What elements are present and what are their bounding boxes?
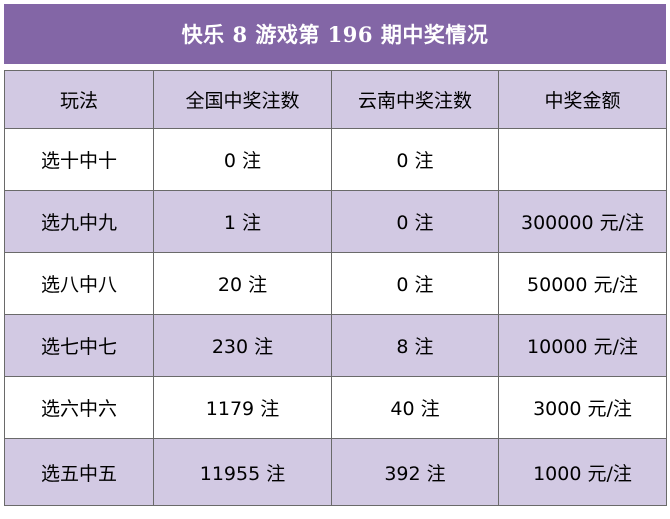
column-header-national-count: 全国中奖注数 [153,70,332,129]
table-header-row: 玩法 全国中奖注数 云南中奖注数 中奖金额 [4,70,667,129]
play-cell: 选九中九 [4,190,154,253]
column-header-yunnan-count: 云南中奖注数 [331,70,499,129]
yunnan-count-cell: 40 注 [331,376,499,439]
prize-amount-cell: 50000 元/注 [498,252,667,315]
table-row: 选十中十 0 注 0 注 [4,128,667,191]
national-count-cell: 1 注 [153,190,332,253]
yunnan-count-cell: 0 注 [331,128,499,191]
play-cell: 选十中十 [4,128,154,191]
prize-amount-cell: 10000 元/注 [498,314,667,377]
table-row: 选五中五 11955 注 392 注 1000 元/注 [4,438,667,506]
prize-report: 快乐 8 游戏第 196 期中奖情况 玩法 全国中奖注数 云南中奖注数 中奖金额… [4,4,667,515]
page-title: 快乐 8 游戏第 196 期中奖情况 [4,4,666,67]
national-count-cell: 11955 注 [153,438,332,506]
national-count-cell: 1179 注 [153,376,332,439]
yunnan-count-cell: 392 注 [331,438,499,506]
yunnan-count-cell: 0 注 [331,190,499,253]
table-row: 选七中七 230 注 8 注 10000 元/注 [4,314,667,377]
yunnan-count-cell: 8 注 [331,314,499,377]
table-row: 选八中八 20 注 0 注 50000 元/注 [4,252,667,315]
play-cell: 选六中六 [4,376,154,439]
table-row: 选六中六 1179 注 40 注 3000 元/注 [4,376,667,439]
play-cell: 选五中五 [4,438,154,506]
yunnan-count-cell: 0 注 [331,252,499,315]
national-count-cell: 20 注 [153,252,332,315]
prize-table: 玩法 全国中奖注数 云南中奖注数 中奖金额 选十中十 0 注 0 注 选九中九 … [4,70,667,506]
prize-amount-cell: 3000 元/注 [498,376,667,439]
national-count-cell: 0 注 [153,128,332,191]
national-count-cell: 230 注 [153,314,332,377]
column-header-play: 玩法 [4,70,154,129]
prize-amount-cell [498,128,667,191]
prize-amount-cell: 300000 元/注 [498,190,667,253]
table-row: 选九中九 1 注 0 注 300000 元/注 [4,190,667,253]
play-cell: 选七中七 [4,314,154,377]
play-cell: 选八中八 [4,252,154,315]
prize-amount-cell: 1000 元/注 [498,438,667,506]
column-header-prize-amount: 中奖金额 [498,70,667,129]
